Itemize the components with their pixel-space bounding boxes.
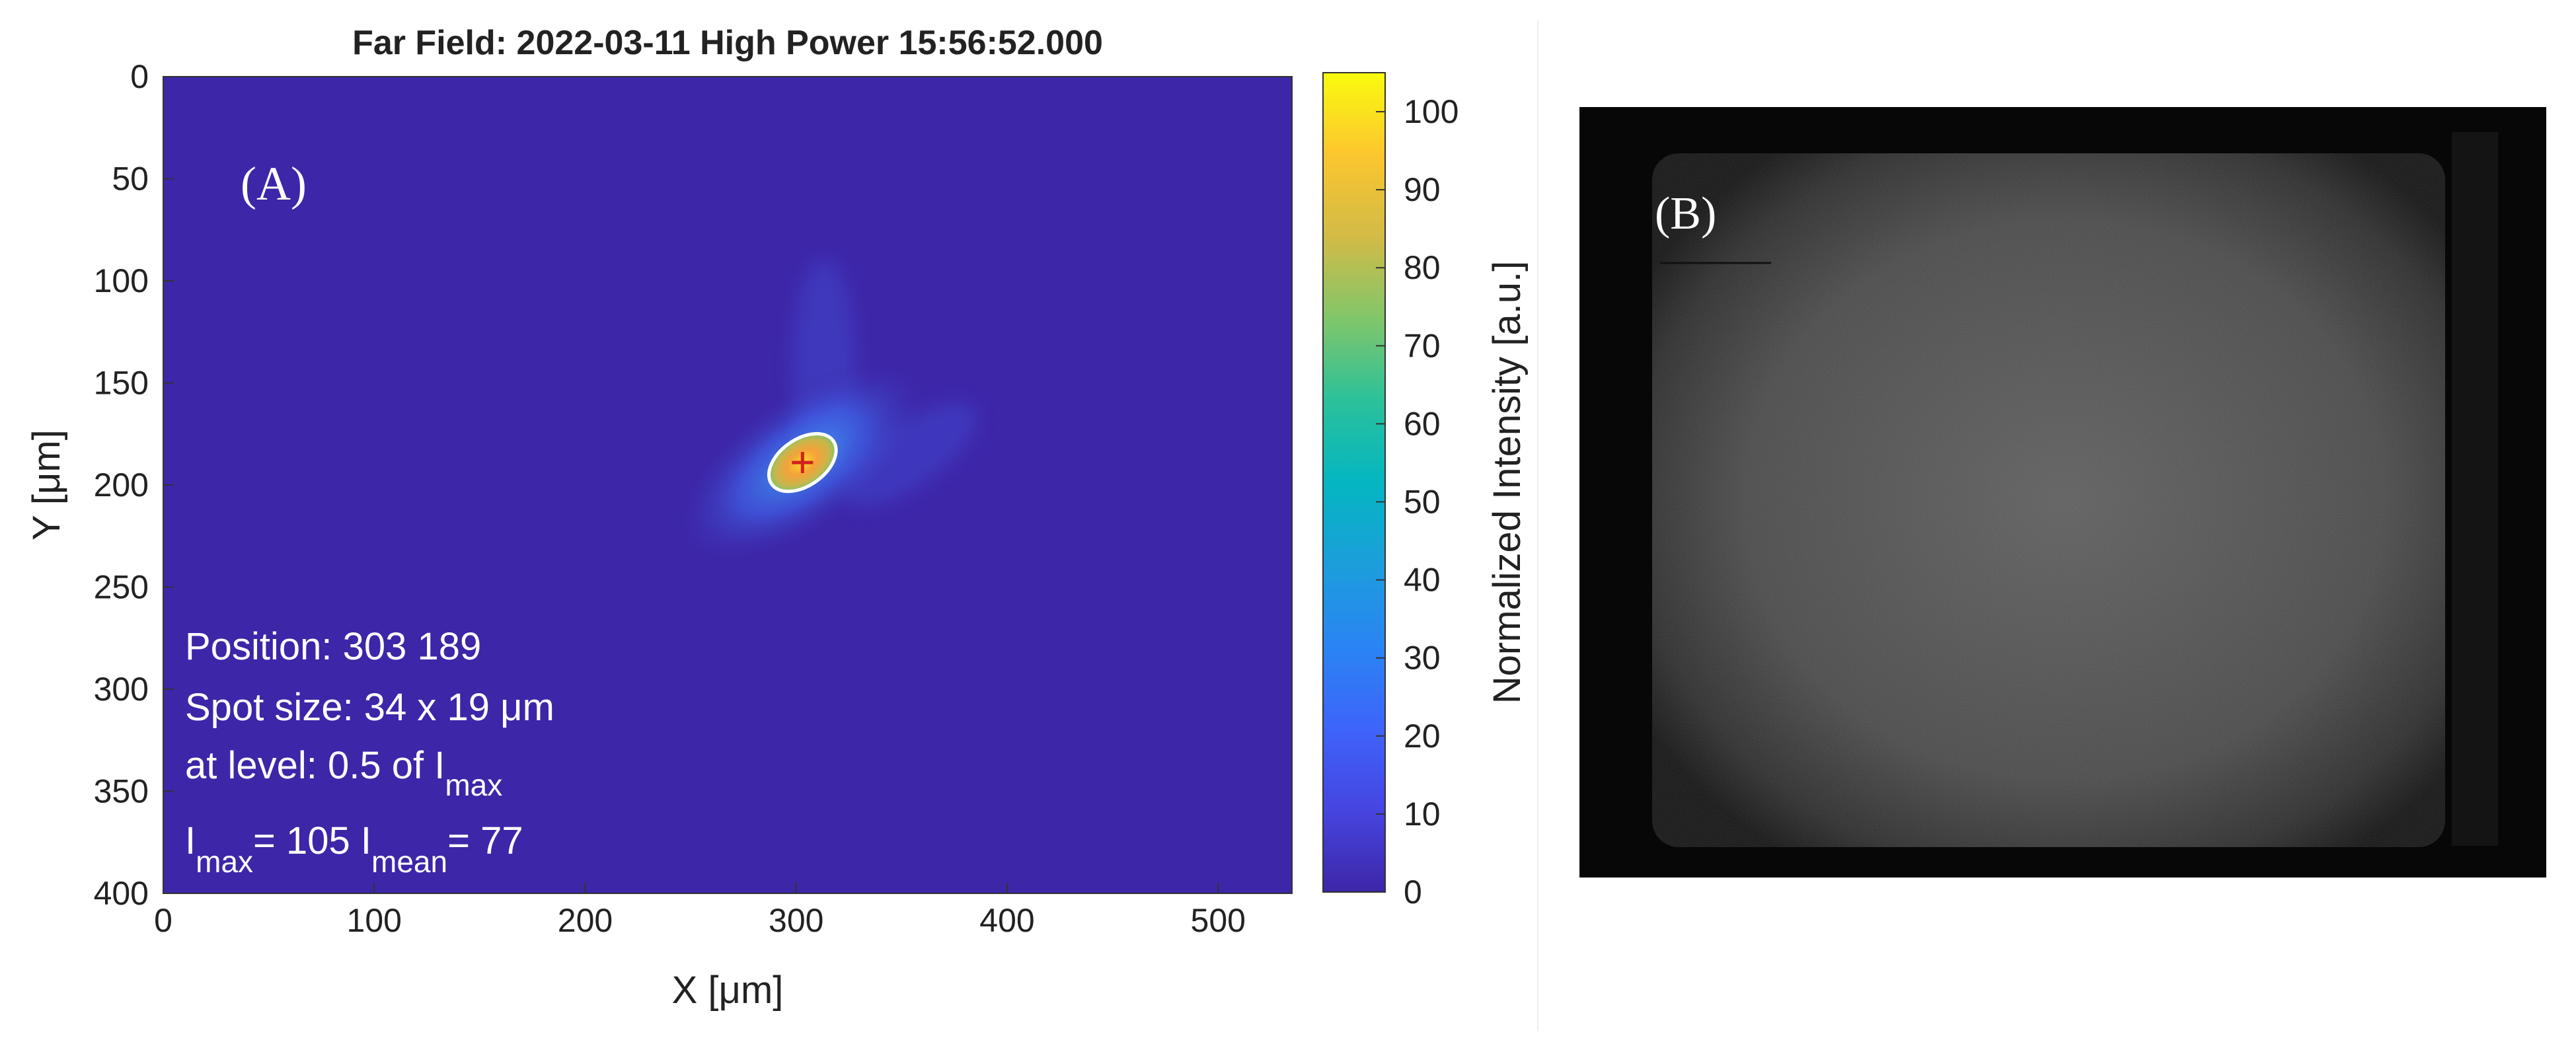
- level-subscript: max: [445, 768, 502, 802]
- colorbar-tick-label: 20: [1404, 718, 1441, 755]
- y-axis-label: Y [μm]: [25, 430, 68, 541]
- x-tick-label: 200: [558, 902, 613, 939]
- y-tick-label: 150: [94, 365, 149, 402]
- y-tick-label: 300: [94, 671, 149, 708]
- x-axis-label: X [μm]: [672, 969, 784, 1012]
- colorbar-tick-label: 10: [1404, 796, 1441, 833]
- chart-title: Far Field: 2022-03-11 High Power 15:56:5…: [352, 24, 1103, 62]
- colorbar: [1322, 72, 1386, 893]
- panel-a-heatmap: Far Field: 2022-03-11 High Power 15:56:5…: [25, 24, 1529, 1012]
- colorbar-tick-label: 50: [1404, 484, 1441, 521]
- colorbar-tick-label: 100: [1404, 93, 1458, 130]
- y-axis-ticks: 0 50 100 150 200 250 300 350 400: [94, 58, 174, 912]
- x-axis-ticks: 0 100 200 300 400 500: [154, 883, 1246, 939]
- x-tick-label: 500: [1191, 902, 1246, 939]
- spot-annotations: Position: 303 189 Spot size: 34 x 19 μm …: [185, 625, 554, 879]
- imax-symbol: I: [185, 819, 196, 862]
- imean-value: = 77: [447, 819, 523, 862]
- level-prefix: at level: 0.5 of I: [185, 744, 445, 787]
- colorbar-tick-label: 30: [1404, 640, 1441, 677]
- y-tick-label: 400: [94, 875, 149, 912]
- imean-subscript: mean: [371, 844, 447, 879]
- imax-subscript: max: [196, 844, 253, 879]
- x-tick-label: 400: [979, 902, 1034, 939]
- panel-a-letter: (A): [241, 157, 307, 210]
- y-tick-label: 350: [94, 773, 149, 810]
- colorbar-ticks: 0 10 20 30 40 50 60 70 80 90 100: [1376, 93, 1458, 911]
- annotation-position: Position: 303 189: [185, 625, 481, 668]
- colorbar-tick-label: 80: [1404, 249, 1441, 286]
- intensity-spot: [673, 258, 977, 566]
- annotation-spot-size: Spot size: 34 x 19 μm: [185, 686, 554, 729]
- beam-profile-texture: [1652, 153, 2445, 847]
- x-tick-label: 300: [769, 902, 823, 939]
- colorbar-tick-label: 0: [1404, 874, 1422, 911]
- right-edge-band: [2452, 132, 2498, 846]
- annotation-level: at level: 0.5 of Imax: [185, 744, 502, 802]
- colorbar-tick-label: 90: [1404, 171, 1441, 208]
- spot-level-contour: [767, 431, 838, 494]
- y-tick-label: 0: [130, 58, 149, 95]
- panel-b-beam-image: (B): [1579, 107, 2546, 878]
- y-tick-label: 50: [112, 161, 149, 198]
- imax-value: = 105 I: [253, 819, 371, 862]
- y-tick-label: 200: [94, 467, 149, 504]
- x-tick-label: 100: [347, 902, 402, 939]
- colorbar-tick-label: 40: [1404, 562, 1441, 599]
- y-tick-label: 250: [94, 569, 149, 606]
- y-tick-label: 100: [94, 262, 149, 299]
- annotation-intensity: Imax= 105 Imean= 77: [185, 819, 523, 879]
- colorbar-tick-label: 70: [1404, 327, 1441, 364]
- x-tick-label: 0: [154, 902, 172, 939]
- colorbar-label: Normalized Intensity [a.u.]: [1486, 261, 1529, 704]
- colorbar-tick-label: 60: [1404, 405, 1441, 442]
- panel-b-letter: (B): [1655, 188, 1716, 239]
